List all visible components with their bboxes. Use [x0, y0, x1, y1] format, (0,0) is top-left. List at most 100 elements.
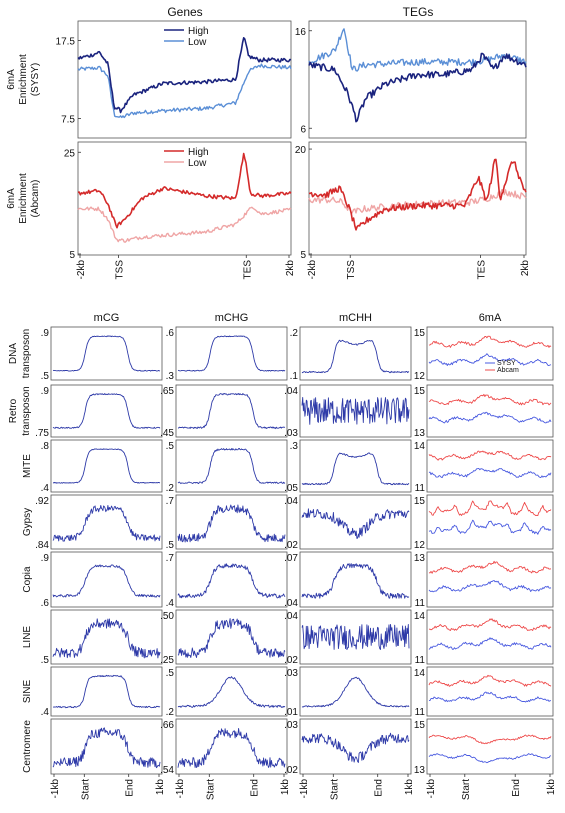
y-tick-label: .66	[160, 720, 174, 731]
meth-profile-line	[301, 396, 410, 425]
panel-frame	[308, 141, 527, 256]
sixma-line-abcam	[428, 393, 552, 406]
y-tick-label: 11	[415, 707, 426, 718]
y-tick-label: .25	[160, 655, 174, 666]
y-tick-label: 5	[69, 250, 75, 261]
series-line-low	[77, 63, 292, 119]
x-tick-label: 1kb	[404, 779, 415, 796]
panel-mchh-2: .04 .03	[284, 384, 412, 439]
y-tick-label: 12	[414, 371, 426, 382]
y-axis-label: 6mA	[6, 69, 17, 90]
y-tick-label: .02	[284, 655, 298, 666]
panel-frame	[175, 551, 288, 608]
x-tick-label: End	[511, 779, 522, 797]
sixma-line-sysy	[428, 353, 552, 366]
y-axis-label: 6mA	[6, 188, 17, 209]
meth-profile-line	[177, 676, 286, 708]
x-tick-label: Start	[461, 779, 472, 800]
panel-frame	[426, 666, 554, 717]
top-panel-4: 20 5	[295, 141, 527, 261]
y-tick-label: .04	[284, 611, 298, 622]
y-tick-label: .75	[35, 428, 49, 439]
panel-frame	[308, 20, 527, 139]
y-tick-label: .9	[41, 328, 50, 339]
series-line-low	[308, 189, 527, 215]
x-tick-label: End	[125, 779, 136, 797]
y-tick-label: .05	[284, 483, 298, 494]
panel-mcg-8	[50, 718, 163, 775]
series-line-high	[77, 152, 292, 229]
y-tick-label: .03	[284, 668, 298, 679]
x-tick-label: -1kb	[299, 779, 310, 799]
sixma-line-sysy	[428, 753, 552, 764]
panel-mcg-7: .4	[41, 666, 163, 718]
panel-mchg-6: .50 .25	[160, 609, 288, 666]
y-tick-label: .5	[166, 668, 175, 679]
x-tick-label: 2kb	[285, 260, 296, 277]
series-line-low	[77, 206, 292, 243]
panel-6ma-6: 14 11	[414, 609, 554, 666]
panel-mchg-7: .5 .2	[166, 666, 288, 718]
column-title-6ma: 6mA	[479, 312, 502, 324]
row-label: MITE	[22, 454, 33, 478]
panel-mchg-5: .7 .4	[166, 551, 288, 609]
y-axis-label: Enrichment	[18, 173, 29, 224]
legend-label-abcam: Abcam	[497, 367, 519, 374]
y-tick-label: 14	[414, 611, 426, 622]
panel-mchg-8: .66 .54	[160, 718, 288, 776]
panel-frame	[50, 494, 163, 550]
y-axis-label: (SYSY)	[30, 63, 41, 96]
sixma-line-sysy	[428, 691, 551, 703]
row-label: LINE	[22, 626, 33, 649]
panel-frame	[299, 494, 412, 550]
panel-frame	[299, 666, 412, 717]
panel-frame	[175, 609, 288, 665]
panel-mchg-4: .7 .5	[166, 494, 288, 551]
panel-frame	[299, 439, 412, 493]
x-tick-label: TES	[476, 260, 487, 280]
y-tick-label: 25	[64, 148, 76, 159]
y-tick-label: 17.5	[56, 37, 76, 48]
panel-frame	[426, 384, 554, 438]
panel-mcg-1: .9 .5	[41, 326, 163, 382]
y-tick-label: 12	[414, 540, 426, 551]
row-label: transposon	[21, 386, 32, 435]
y-tick-label: 6	[300, 124, 306, 135]
y-tick-label: .92	[35, 496, 49, 507]
meth-profile-line	[53, 674, 161, 709]
panel-6ma-3: 14 11	[414, 439, 554, 494]
x-tick-label: TSS	[346, 260, 357, 280]
panel-frame	[426, 551, 554, 608]
y-tick-label: .5	[166, 441, 175, 452]
y-tick-label: 14	[414, 668, 426, 679]
y-tick-label: .65	[160, 386, 174, 397]
meth-profile-line	[301, 732, 410, 763]
x-tick-label: -2kb	[307, 260, 318, 280]
y-tick-label: .2	[166, 483, 175, 494]
row-label: SINE	[22, 680, 33, 704]
meth-profile-line	[301, 676, 410, 708]
meth-profile-line	[301, 452, 410, 486]
panel-6ma-7: 14 11	[414, 666, 554, 718]
meth-profile-line	[301, 339, 410, 374]
meth-profile-line	[52, 504, 161, 542]
sixma-line-sysy	[428, 411, 552, 424]
y-tick-label: 11	[415, 655, 426, 666]
legend-label-high: High	[188, 26, 209, 37]
column-title-mchg: mCHG	[215, 312, 249, 324]
panel-mchh-1: .2 .1	[290, 326, 412, 382]
panel-mchh-4: .04 .02	[284, 494, 412, 551]
panel-frame	[299, 326, 412, 381]
row-sine: SINE .4 .5 .2 .03 .01 14 11	[22, 666, 554, 718]
meth-profile-line	[52, 727, 161, 769]
x-tick-label: 1kb	[155, 779, 166, 796]
y-tick-label: .1	[290, 371, 299, 382]
y-tick-label: 11	[415, 483, 426, 494]
panel-mchh-8: .03 .02	[284, 718, 412, 776]
x-tick-label: -1kb	[426, 779, 437, 799]
